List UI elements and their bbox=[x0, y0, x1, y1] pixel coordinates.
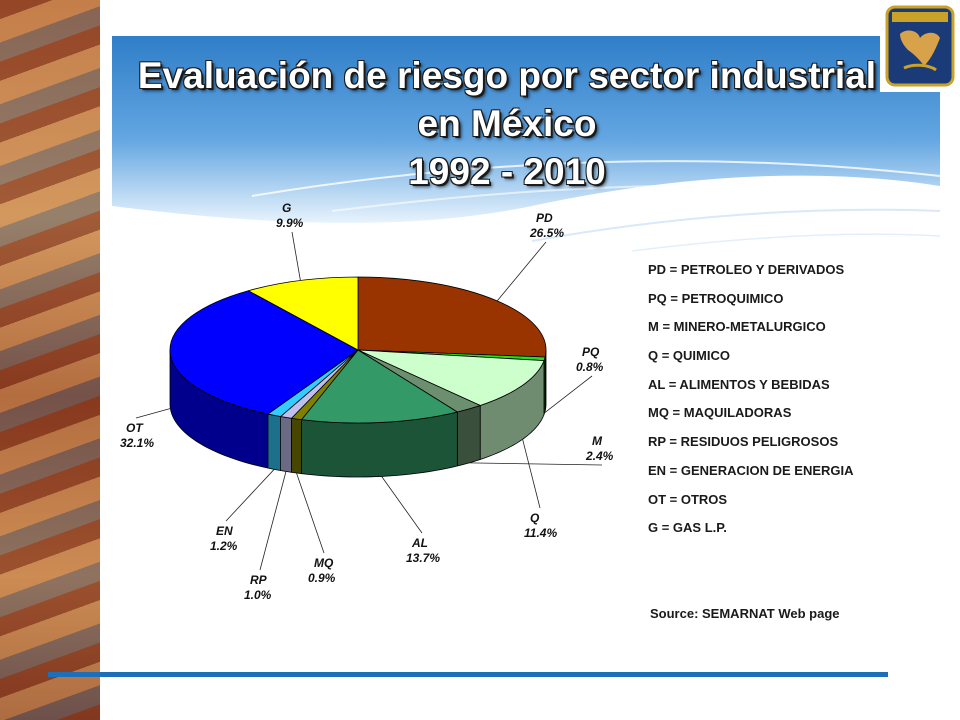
pie-slice-q bbox=[357, 349, 545, 406]
legend-item-en: EN = GENERACION DE ENERGIA bbox=[648, 462, 854, 478]
title-line-1: Evaluación de riesgo por sector industri… bbox=[137, 55, 877, 96]
slice-value-ot: 32.1% bbox=[120, 436, 154, 450]
pie-slice-pd bbox=[357, 276, 547, 358]
legend-item-pd: PD = PETROLEO Y DERIVADOS bbox=[648, 262, 845, 277]
pie-side-en bbox=[267, 413, 281, 472]
slice-value-al: 13.7% bbox=[406, 551, 440, 565]
pie-labels: PD26.5%PQ0.8%Q11.4%M2.4%AL13.7%MQ0.9%RP1… bbox=[120, 201, 614, 602]
slice-value-pq: 0.8% bbox=[576, 360, 604, 374]
pie-chart: PD26.5%PQ0.8%Q11.4%M2.4%AL13.7%MQ0.9%RP1… bbox=[120, 201, 614, 602]
pie-side-mq bbox=[291, 417, 302, 475]
pie-sides bbox=[169, 349, 547, 478]
legend-item-mq: MQ = MAQUILADORAS bbox=[648, 405, 792, 421]
slice-value-pd: 26.5% bbox=[529, 226, 564, 240]
slice-label-m: M bbox=[592, 434, 603, 448]
slice-value-q: 11.4% bbox=[524, 526, 557, 540]
legend-item-m: M = MINERO-METALURGICO bbox=[648, 319, 826, 335]
legend-item-ot: OT = OTROS bbox=[648, 491, 728, 507]
leader-line-ot bbox=[135, 408, 171, 419]
slice-label-mq: MQ bbox=[314, 556, 334, 570]
legend-item-q: Q = QUIMICO bbox=[648, 348, 730, 364]
leader-line-rp bbox=[259, 471, 287, 571]
legend-item-rp: RP = RESIDUOS PELIGROSOS bbox=[648, 434, 839, 450]
slice-label-ot: OT bbox=[126, 421, 144, 435]
slice-label-rp: RP bbox=[250, 573, 268, 587]
slice-value-en: 1.2% bbox=[210, 539, 238, 553]
legend-item-al: AL = ALIMENTOS Y BEBIDAS bbox=[648, 376, 830, 392]
slice-value-mq: 0.9% bbox=[308, 571, 336, 585]
leader-line-pd bbox=[496, 241, 547, 302]
leader-line-m bbox=[469, 462, 603, 466]
bottom-accent-line bbox=[48, 672, 888, 677]
title-line-3: 1992 - 2010 bbox=[408, 151, 606, 192]
legend-item-g: G = GAS L.P. bbox=[648, 520, 727, 536]
leader-line-al bbox=[381, 476, 423, 534]
page-title: Evaluación de riesgo por sector industri… bbox=[112, 52, 902, 196]
leader-line-pq bbox=[544, 375, 593, 414]
leader-line-g bbox=[291, 231, 301, 281]
slice-label-q: Q bbox=[530, 511, 540, 525]
slice-value-rp: 1.0% bbox=[244, 588, 272, 602]
slice-label-al: AL bbox=[411, 536, 428, 550]
slice-label-pq: PQ bbox=[582, 345, 600, 359]
leader-line-en bbox=[225, 469, 275, 522]
slice-label-en: EN bbox=[216, 524, 233, 538]
slice-value-g: 9.9% bbox=[276, 216, 304, 230]
title-banner bbox=[112, 36, 940, 252]
slice-value-m: 2.4% bbox=[585, 449, 614, 463]
pie-slice-al bbox=[300, 349, 459, 424]
title-line-2: en México bbox=[417, 103, 597, 144]
source-note: Source: SEMARNAT Web page bbox=[650, 606, 840, 621]
pie-side-rp bbox=[280, 416, 292, 473]
leader-line-mq bbox=[296, 472, 325, 554]
pie-top bbox=[169, 276, 547, 424]
leader-line-q bbox=[522, 439, 541, 509]
pie-side-m bbox=[456, 404, 481, 467]
slice-label-pd: PD bbox=[536, 211, 553, 225]
university-logo bbox=[880, 0, 960, 92]
chart-legend: PD = PETROLEO Y DERIVADOS PQ = PETROQUIM… bbox=[648, 262, 854, 549]
pie-slice-ot bbox=[169, 290, 359, 415]
slice-label-g: G bbox=[282, 201, 291, 215]
pie-slice-g bbox=[247, 276, 359, 351]
legend-item-pq: PQ = PETROQUIMICO bbox=[648, 290, 784, 306]
decorative-mural-strip bbox=[0, 0, 100, 720]
